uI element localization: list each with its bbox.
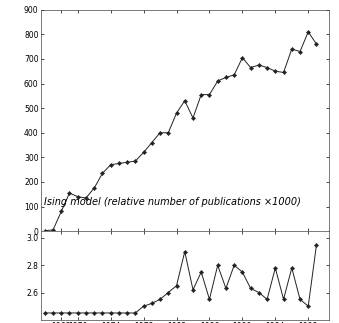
Text: Ising model (relative number of publications ×1000): Ising model (relative number of publicat… xyxy=(44,197,301,207)
